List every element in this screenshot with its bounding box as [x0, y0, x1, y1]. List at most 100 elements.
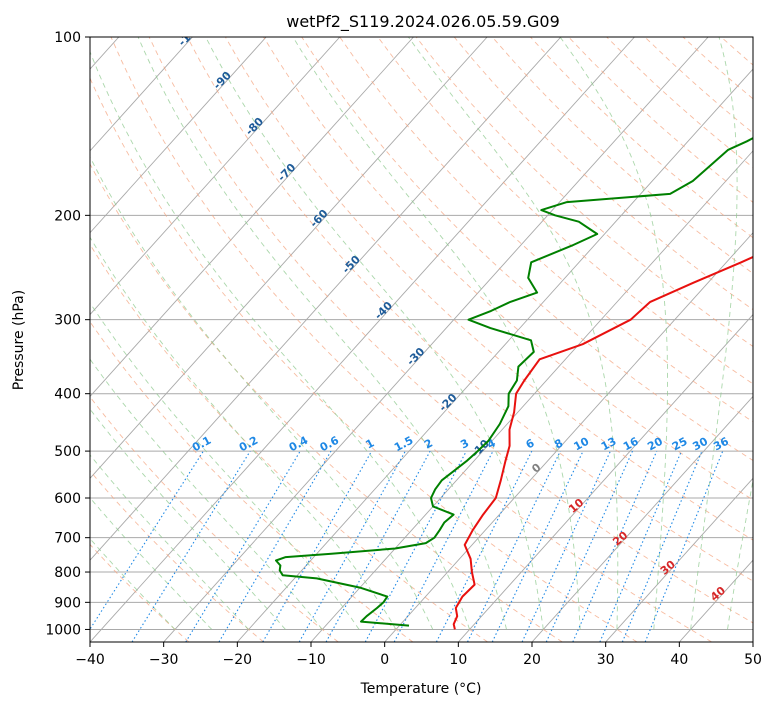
mixing-ratio-line	[521, 450, 611, 642]
x-tick-label: 50	[744, 652, 762, 668]
x-tick-label: 30	[597, 652, 615, 668]
y-tick-label: 300	[54, 313, 81, 329]
moist-adiabat-line	[408, 37, 619, 630]
isotherm-label: -100	[176, 20, 205, 49]
isotherm-line	[384, 232, 753, 642]
plot-area: 0.1 0.2 0.4 0.6 1 1.5 2 3 4 6 8 10 13 16 20 25 30 36-100-…	[89, 20, 775, 643]
dry-adiabat-line	[110, 37, 712, 642]
x-tick-label: −40	[75, 652, 105, 668]
moist-adiabat-line	[559, 37, 668, 630]
moist-adiabat-line	[90, 236, 397, 630]
moist-adiabat-line	[137, 37, 507, 630]
plot-frame	[89, 36, 754, 643]
x-tick-label: −20	[223, 652, 253, 668]
dry-adiabat-line	[377, 37, 753, 385]
moist-adiabat-line	[90, 156, 434, 630]
x-tick-label: −10	[296, 652, 326, 668]
dry-adiabat-line	[90, 163, 563, 642]
dry-adiabat-line	[682, 37, 753, 100]
moist-adiabat-line	[90, 302, 360, 630]
mixing-ratio-line	[644, 450, 724, 642]
dry-adiabat-line	[90, 76, 638, 642]
dry-adiabat-line	[720, 37, 753, 66]
y-tick-label: 800	[54, 565, 81, 581]
dry-adiabat-line	[568, 37, 753, 203]
moist-adiabat-line	[90, 408, 286, 630]
dry-adiabat-line	[301, 37, 753, 462]
moist-adiabat-line	[690, 37, 738, 630]
dewpoint-profile-line	[275, 137, 753, 627]
mixing-ratio-label: 25	[670, 435, 690, 454]
moist-adiabat-line	[292, 37, 581, 630]
dry-adiabat-line	[491, 37, 753, 274]
y-tick-label: 700	[54, 531, 81, 547]
x-tick-label: 40	[670, 652, 688, 668]
mixing-ratio-label: 36	[711, 435, 731, 454]
mixing-ratio-line	[262, 450, 373, 642]
mixing-ratio-line	[90, 450, 204, 631]
mixing-ratio-line	[599, 450, 682, 642]
isotherm-line	[90, 37, 267, 234]
dry-adiabat-line	[415, 37, 753, 348]
isotherm-line	[90, 37, 635, 642]
dry-adiabat-line	[186, 37, 753, 582]
x-axis: −40 −30 −20 −10 0 10 20 30 40 50	[75, 642, 762, 668]
dry-adiabat-label: 30	[658, 558, 678, 578]
chart-title: wetPf2_S119.2024.026.05.59.G09	[286, 12, 560, 32]
mixing-ratio-label: 20	[645, 435, 665, 454]
dry-adiabat-line	[759, 37, 775, 642]
mixing-ratio-label: 2	[422, 436, 435, 451]
isotherm-line	[90, 37, 562, 561]
mixing-ratio-label: 13	[599, 435, 619, 454]
dry-adiabat-line	[90, 543, 190, 642]
isotherm-line	[90, 37, 193, 152]
y-tick-label: 100	[54, 30, 81, 46]
y-tick-label: 900	[54, 595, 81, 611]
reference-line-labels: 0.1 0.2 0.4 0.6 1 1.5 2 3 4 6 8 10 13 16 20 25 30 36-100-…	[176, 20, 731, 604]
x-tick-label: 20	[523, 652, 541, 668]
x-tick-label: 0	[380, 652, 389, 668]
dry-adiabat-line	[225, 37, 753, 541]
x-tick-label: 10	[449, 652, 467, 668]
y-tick-label: 400	[54, 387, 81, 403]
mixing-ratio-label: 6	[524, 436, 537, 451]
dry-adiabat-line	[644, 37, 753, 134]
isotherm-label: -90	[211, 69, 234, 92]
y-tick-label: 500	[54, 444, 81, 460]
isotherm-label: -50	[340, 253, 363, 276]
isotherm-line	[310, 150, 753, 642]
isotherm-line	[90, 37, 341, 316]
dry-adiabat-line	[263, 37, 753, 501]
x-axis-label: Temperature (°C)	[360, 681, 482, 697]
isotherm-line	[605, 477, 753, 642]
mixing-ratio-line	[621, 450, 703, 642]
mixing-ratio-line	[218, 450, 332, 642]
isotherm-label: -30	[404, 345, 427, 368]
isotherm-line	[90, 37, 414, 398]
moist-adiabat-line	[90, 454, 249, 630]
y-axis-label: Pressure (hPa)	[11, 290, 27, 390]
moist-adiabat-line	[90, 358, 323, 630]
mixing-ratio-line	[491, 450, 584, 642]
dry-adiabat-line	[90, 470, 264, 642]
isotherm-label: -20	[436, 391, 459, 414]
mixing-ratio-line	[545, 450, 634, 642]
isotherm-line	[457, 313, 753, 642]
y-tick-label: 1000	[45, 622, 81, 638]
isotherm-label: -40	[372, 299, 395, 322]
isotherm-line	[90, 37, 488, 479]
moist-adiabat-line	[90, 538, 176, 630]
isotherm-line	[531, 395, 753, 642]
y-tick-label: 200	[54, 208, 81, 224]
sounding-profiles	[275, 137, 753, 630]
dry-adiabat-line	[90, 243, 488, 642]
mixing-ratio-line	[298, 450, 406, 642]
mixing-ratio-line	[572, 450, 658, 642]
mixing-ratio-line	[131, 450, 251, 642]
y-axis: 100 200 300 400 500 600 700 800 900 1000	[45, 30, 90, 638]
mixing-ratio-line	[325, 450, 431, 642]
x-tick-label: −30	[149, 652, 179, 668]
temperature-profile-line	[452, 255, 753, 630]
isotherm-line	[163, 37, 709, 642]
dry-adiabat-line	[606, 37, 753, 168]
